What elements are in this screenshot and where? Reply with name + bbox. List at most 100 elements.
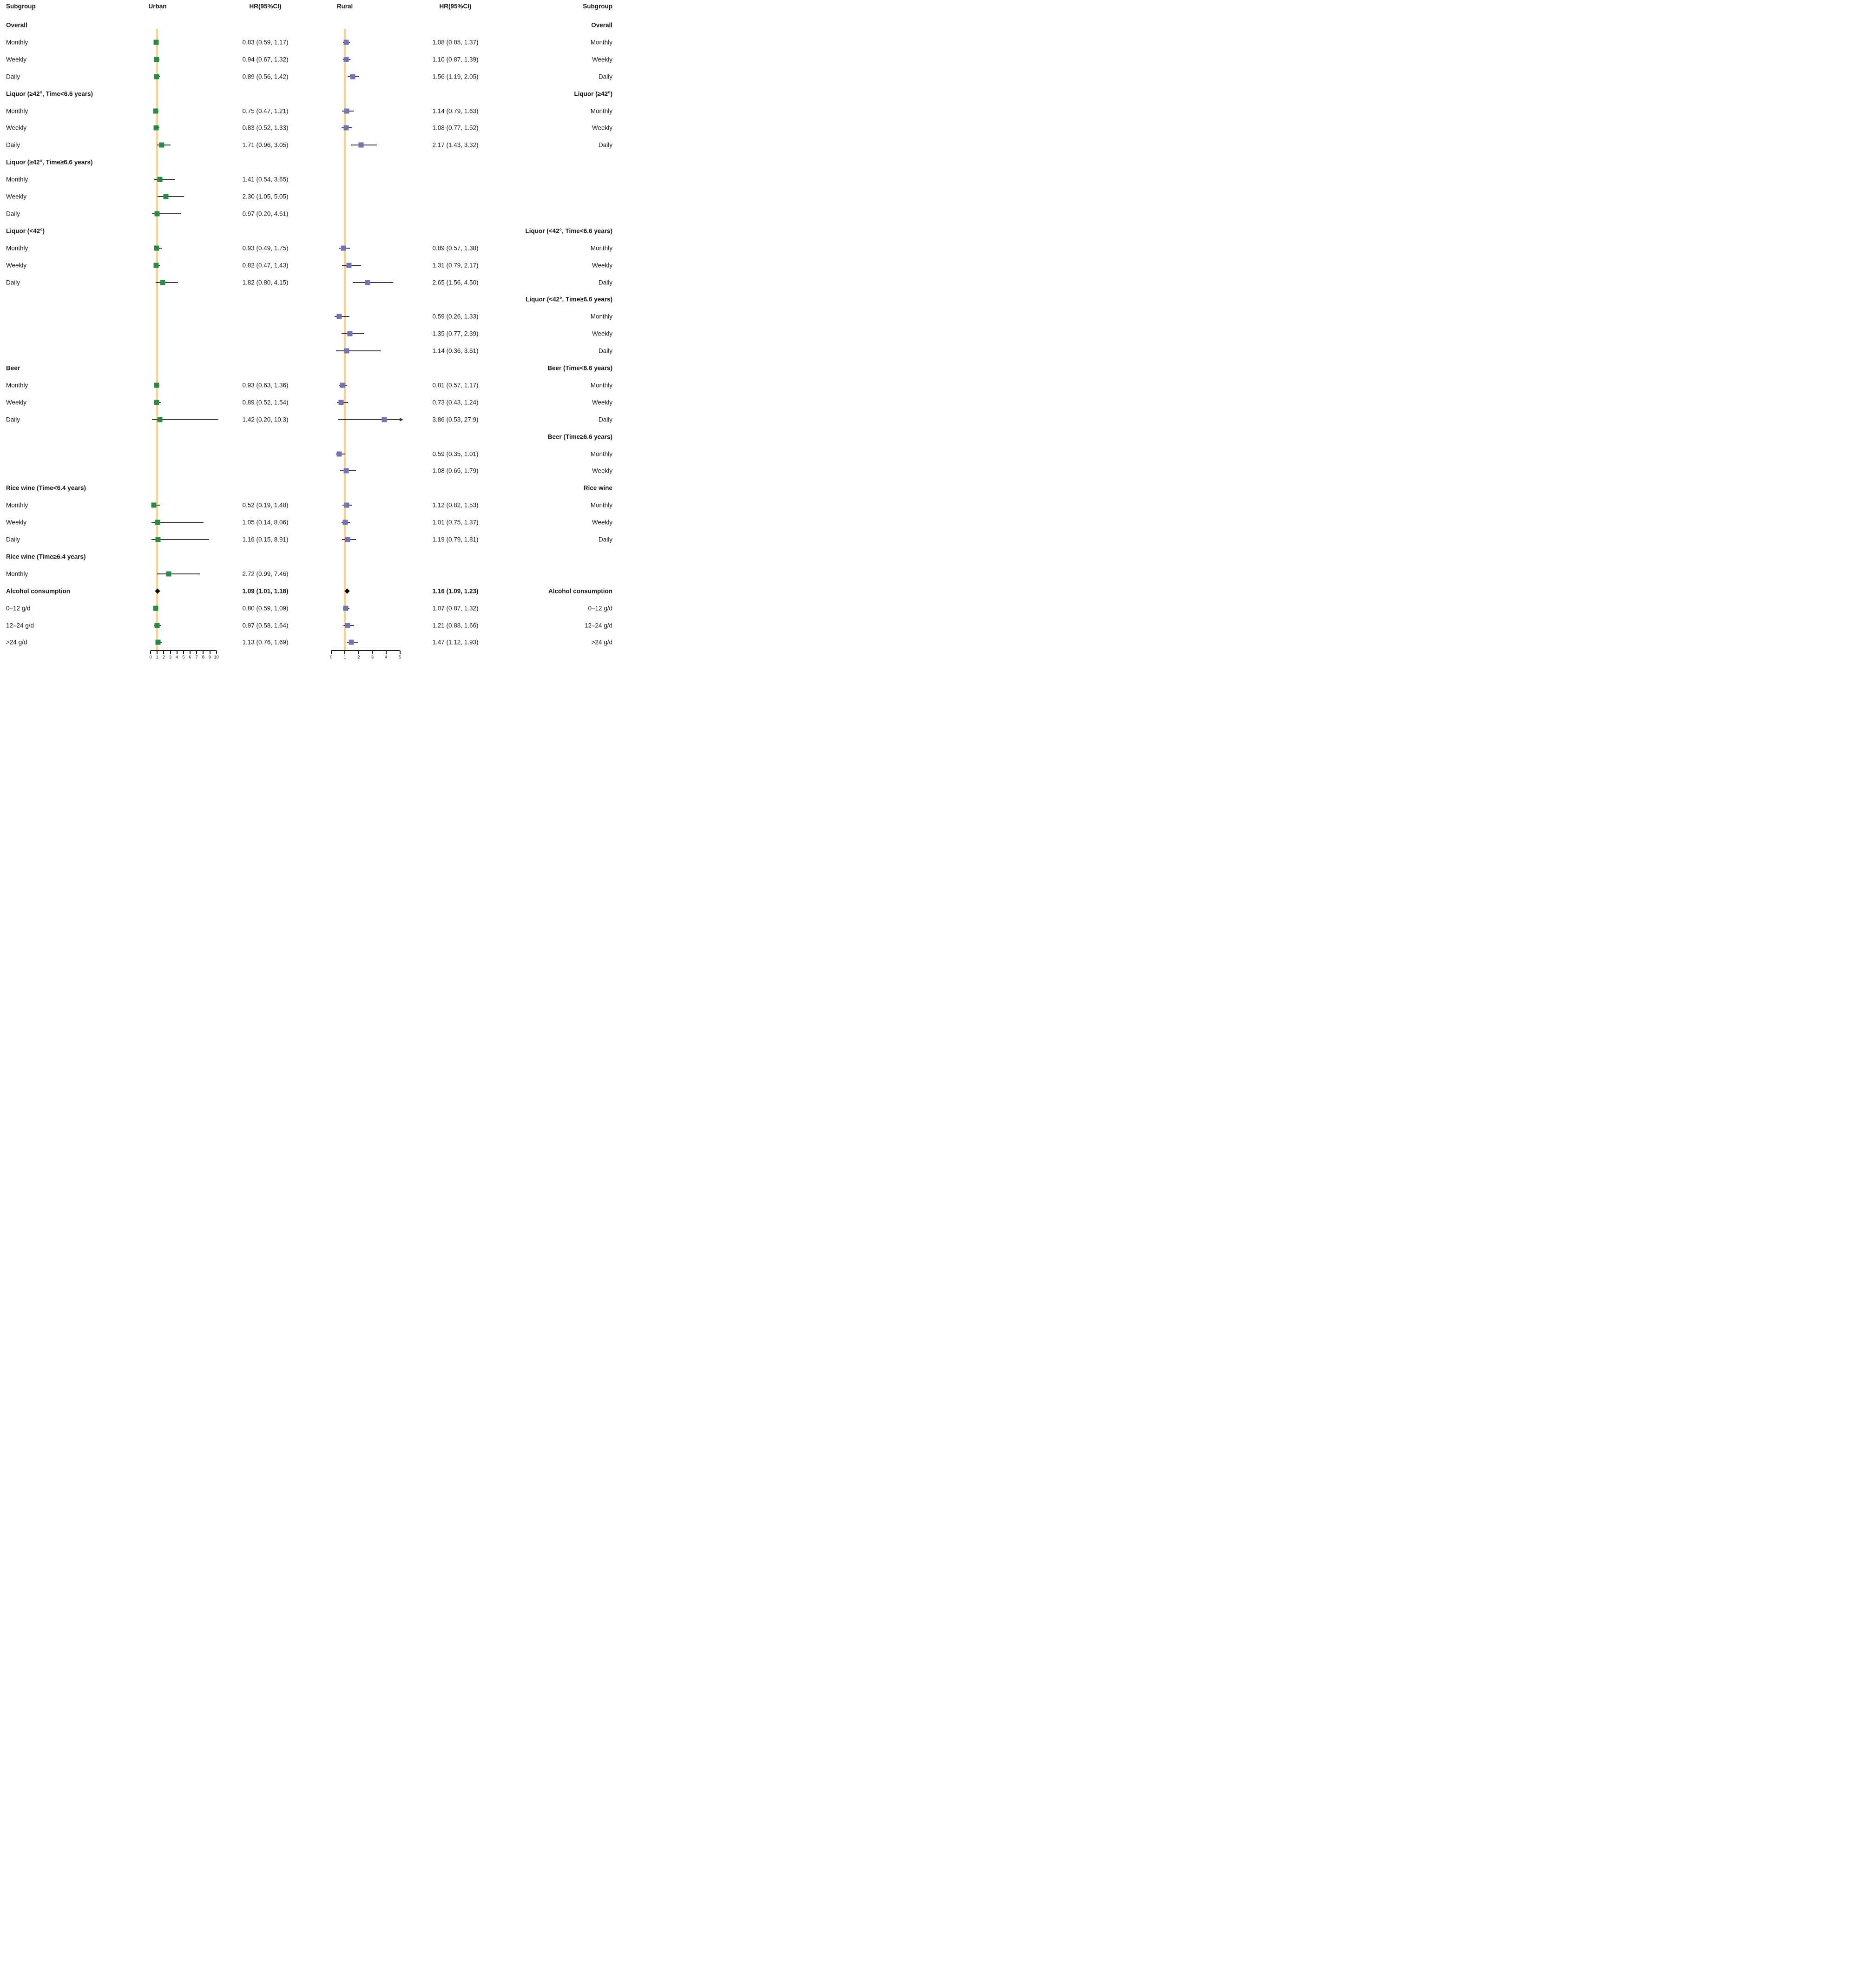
subgroup-label-left: Monthly: [6, 244, 28, 252]
urban-marker: [154, 211, 160, 217]
urban-ci-line: [151, 539, 210, 540]
subgroup-label-right: Monthly: [590, 450, 612, 457]
rural-ci-line: [335, 316, 349, 317]
urban-ci-line: [157, 573, 200, 574]
urban-hr-value: 0.52 (0.19, 1.48): [242, 501, 289, 509]
urban-marker: [153, 39, 159, 45]
subgroup-label-right: Liquor (<42°, Time≥6.6 years): [525, 296, 612, 303]
rural-axis-tick-label: 4: [385, 655, 388, 660]
rural-hr-value: 1.12 (0.82, 1.53): [432, 501, 479, 509]
rural-hr-value: 0.73 (0.43, 1.24): [432, 399, 479, 406]
subgroup-label-left: Weekly: [6, 519, 27, 526]
column-header-subgroup-right: Subgroup: [583, 3, 612, 10]
rural-axis-tick-label: 2: [357, 655, 360, 660]
urban-axis-tick-label: 4: [176, 655, 178, 660]
urban-reference-line: [156, 29, 158, 650]
urban-marker: [154, 57, 159, 62]
urban-axis-tick: [196, 651, 197, 654]
rural-marker: [350, 74, 355, 79]
subgroup-label-right: Daily: [598, 536, 612, 543]
urban-axis-tick: [163, 651, 165, 654]
subgroup-label-left: Liquor (≥42°, Time<6.6 years): [6, 90, 93, 98]
urban-marker: [154, 382, 159, 388]
subgroup-label-right: Monthly: [590, 244, 612, 252]
rural-marker: [343, 57, 349, 62]
subgroup-label-right: Liquor (≥42°): [574, 90, 612, 98]
subgroup-label-left: Rice wine (Time<6.4 years): [6, 484, 86, 492]
urban-marker: [154, 400, 159, 405]
subgroup-label-left: Beer: [6, 364, 20, 372]
rural-marker: [343, 468, 349, 474]
rural-marker: [344, 502, 349, 508]
subgroup-label-right: Monthly: [590, 313, 612, 320]
subgroup-label-right: Liquor (<42°, Time<6.6 years): [525, 227, 612, 235]
urban-hr-value: 1.42 (0.20, 10.3): [242, 416, 289, 423]
urban-hr-value: 0.83 (0.59, 1.17): [242, 39, 289, 46]
urban-hr-value: 0.80 (0.59, 1.09): [242, 605, 289, 612]
subgroup-label-left: Liquor (≥42°, Time≥6.6 years): [6, 158, 93, 166]
subgroup-label-right: Alcohol consumption: [548, 587, 612, 595]
rural-hr-value: 0.59 (0.26, 1.33): [432, 313, 479, 320]
rural-marker: [343, 39, 349, 45]
urban-hr-value: 1.13 (0.76, 1.69): [242, 639, 289, 646]
rural-hr-value: 0.89 (0.57, 1.38): [432, 244, 479, 252]
urban-marker: [166, 571, 171, 577]
subgroup-label-right: Daily: [598, 416, 612, 423]
rural-marker: [340, 382, 345, 388]
subgroup-label-right: Monthly: [590, 107, 612, 114]
rural-hr-value: 3.86 (0.53, 27.9): [432, 416, 479, 423]
urban-ci-line: [156, 282, 178, 283]
rural-ci-line: [342, 333, 364, 335]
urban-marker: [160, 280, 165, 285]
rural-axis-tick: [344, 651, 346, 654]
subgroup-label-left: 12–24 g/d: [6, 622, 34, 629]
urban-axis-tick-label: 0: [149, 655, 152, 660]
subgroup-label-right: Weekly: [592, 399, 612, 406]
rural-axis-tick-label: 5: [398, 655, 401, 660]
urban-hr-value: 0.82 (0.47, 1.43): [242, 262, 289, 269]
urban-hr-value: 1.09 (1.01, 1.18): [242, 587, 289, 595]
rural-hr-value: 1.47 (1.12, 1.93): [432, 639, 479, 646]
rural-hr-value: 1.21 (0.88, 1.66): [432, 622, 479, 629]
subgroup-label-right: Daily: [598, 279, 612, 286]
column-header-urban: Urban: [148, 3, 167, 10]
rural-hr-value: 2.17 (1.43, 3.32): [432, 141, 479, 149]
rural-axis-tick-label: 3: [371, 655, 374, 660]
urban-axis-tick: [170, 651, 171, 654]
urban-axis-tick-label: 6: [189, 655, 191, 660]
urban-axis-tick-label: 3: [169, 655, 172, 660]
rural-marker: [343, 606, 349, 611]
urban-hr-value: 0.97 (0.58, 1.64): [242, 622, 289, 629]
urban-axis-tick: [190, 651, 191, 654]
urban-hr-value: 0.93 (0.63, 1.36): [242, 382, 289, 389]
rural-hr-value: 0.81 (0.57, 1.17): [432, 382, 479, 389]
urban-hr-value: 0.93 (0.49, 1.75): [242, 244, 289, 252]
urban-ci-line: [151, 419, 218, 420]
rural-ci-line: [338, 419, 400, 420]
urban-axis-tick-label: 8: [202, 655, 205, 660]
subgroup-label-left: Overall: [6, 21, 27, 29]
urban-marker: [157, 417, 163, 422]
urban-hr-value: 1.82 (0.80, 4.15): [242, 279, 289, 286]
urban-axis-tick: [216, 651, 217, 654]
subgroup-label-left: >24 g/d: [6, 639, 27, 646]
urban-axis-tick-label: 1: [156, 655, 158, 660]
rural-hr-value: 1.10 (0.87, 1.39): [432, 56, 479, 63]
urban-ci-line: [151, 213, 181, 214]
rural-hr-value: 1.01 (0.75, 1.37): [432, 519, 479, 526]
subgroup-label-left: Weekly: [6, 193, 27, 200]
rural-hr-value: 1.07 (0.87, 1.32): [432, 605, 479, 612]
urban-marker: [154, 245, 159, 251]
rural-hr-value: 1.31 (0.79, 2.17): [432, 262, 479, 269]
subgroup-label-left: Weekly: [6, 124, 27, 132]
subgroup-label-left: Daily: [6, 536, 20, 543]
rural-axis-tick: [330, 651, 332, 654]
urban-hr-value: 2.30 (1.05, 5.05): [242, 193, 289, 200]
urban-hr-value: 0.83 (0.52, 1.33): [242, 124, 289, 132]
urban-axis-tick-label: 5: [182, 655, 185, 660]
urban-axis-tick: [183, 651, 184, 654]
rural-hr-value: 1.08 (0.65, 1.79): [432, 467, 479, 474]
rural-axis-tick-label: 1: [343, 655, 346, 660]
rural-hr-value: 1.14 (0.79, 1.63): [432, 107, 479, 114]
rural-marker: [358, 142, 364, 148]
